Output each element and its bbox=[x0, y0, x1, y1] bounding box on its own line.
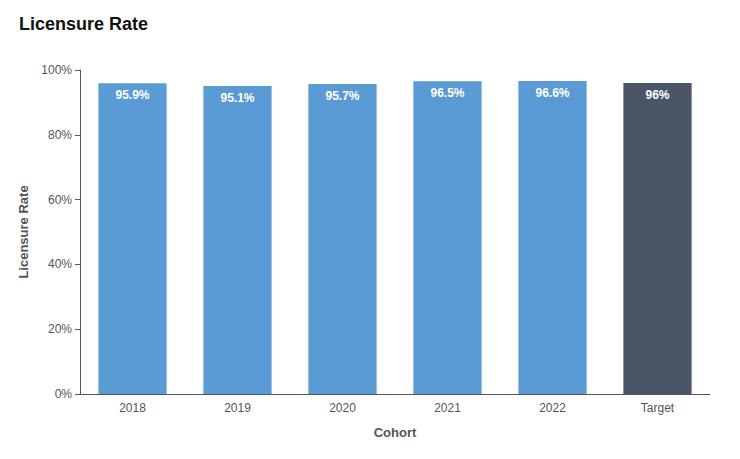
svg-text:2022: 2022 bbox=[539, 401, 566, 415]
svg-text:95.7%: 95.7% bbox=[325, 89, 359, 103]
svg-text:100%: 100% bbox=[41, 63, 72, 77]
svg-text:96.6%: 96.6% bbox=[535, 86, 569, 100]
svg-text:Cohort: Cohort bbox=[374, 425, 417, 440]
svg-text:2021: 2021 bbox=[434, 401, 461, 415]
svg-text:2018: 2018 bbox=[119, 401, 146, 415]
svg-text:95.1%: 95.1% bbox=[220, 91, 254, 105]
svg-text:40%: 40% bbox=[48, 257, 72, 271]
svg-text:Licensure Rate: Licensure Rate bbox=[19, 14, 148, 34]
svg-text:Target: Target bbox=[641, 401, 675, 415]
svg-text:96%: 96% bbox=[645, 88, 669, 102]
svg-text:Licensure Rate: Licensure Rate bbox=[16, 185, 31, 278]
svg-text:96.5%: 96.5% bbox=[430, 86, 464, 100]
svg-text:2020: 2020 bbox=[329, 401, 356, 415]
svg-text:0%: 0% bbox=[55, 387, 73, 401]
svg-text:95.9%: 95.9% bbox=[115, 88, 149, 102]
svg-text:20%: 20% bbox=[48, 322, 72, 336]
svg-text:2019: 2019 bbox=[224, 401, 251, 415]
svg-text:60%: 60% bbox=[48, 193, 72, 207]
svg-text:80%: 80% bbox=[48, 128, 72, 142]
